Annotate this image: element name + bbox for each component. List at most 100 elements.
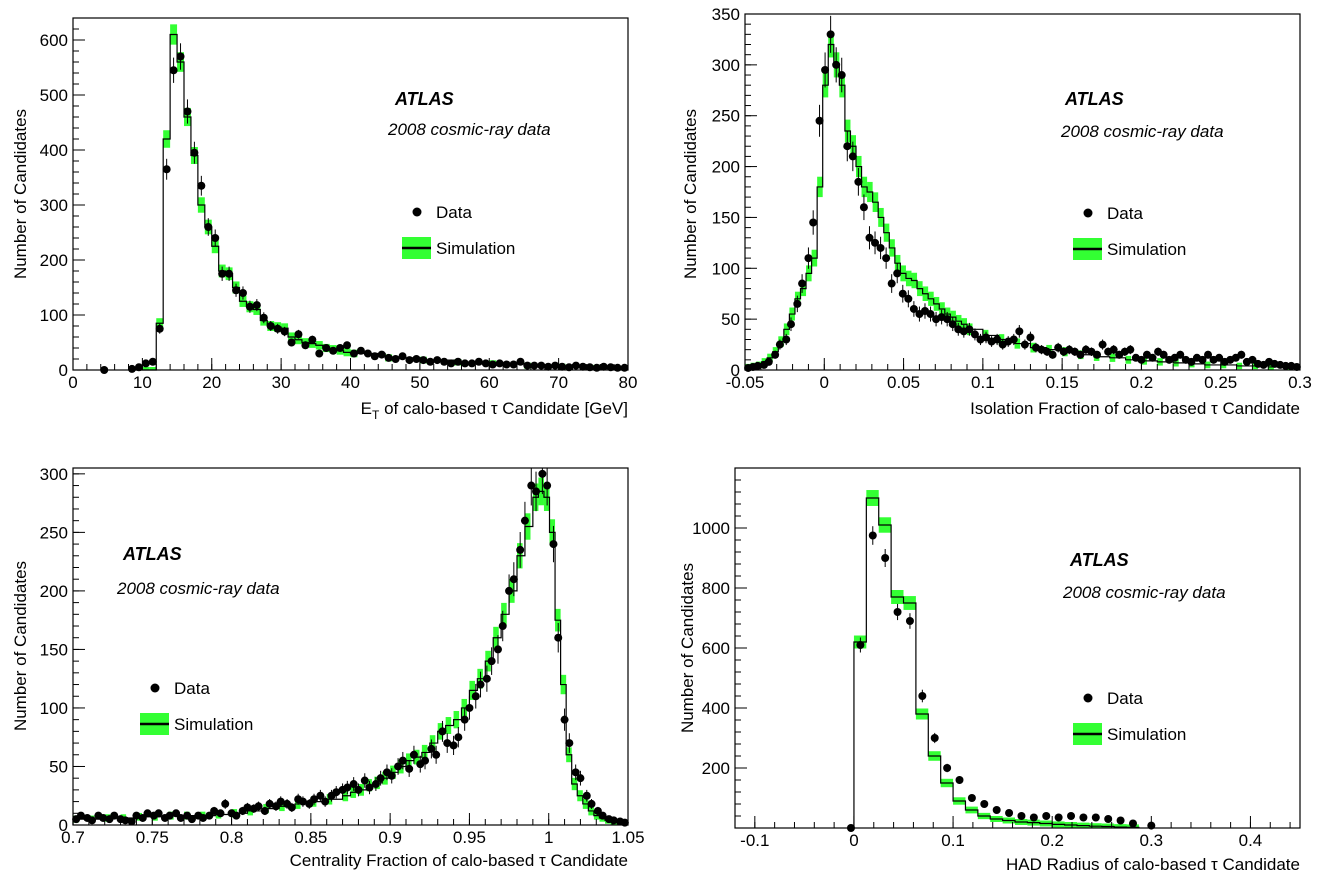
data-point — [502, 360, 511, 369]
legend: Data Simulation — [1073, 204, 1186, 260]
data-point — [554, 633, 563, 642]
y-tick-label: 200 — [40, 251, 68, 270]
x-tick-label: 0.9 — [378, 828, 402, 847]
data-point — [982, 333, 991, 342]
x-tick-label: 20 — [202, 373, 221, 392]
data-point — [287, 803, 296, 812]
data-point — [815, 116, 824, 125]
data-point — [587, 799, 596, 808]
data-point — [1017, 812, 1026, 820]
data-point — [454, 357, 463, 366]
data-point — [530, 361, 539, 370]
data-point — [474, 357, 483, 366]
data-point — [523, 361, 532, 370]
y-tick-label: 50 — [721, 310, 740, 329]
legend-data-label: Data — [1107, 204, 1143, 223]
data-point — [1128, 819, 1137, 828]
data-point — [488, 360, 497, 369]
data-point — [443, 739, 452, 748]
x-tick-label: 10 — [133, 373, 152, 392]
data-point — [1098, 340, 1107, 349]
data-point — [487, 657, 496, 666]
data-point — [1237, 350, 1246, 359]
data-point — [370, 352, 379, 361]
data-point — [560, 715, 569, 724]
data-point — [798, 279, 807, 288]
data-point — [467, 359, 476, 368]
y-tick-label: 300 — [40, 196, 68, 215]
y-tick-label: 400 — [702, 699, 730, 718]
plot-frame — [744, 13, 1301, 371]
data-point — [134, 363, 143, 372]
x-tick-label: 0.85 — [294, 828, 327, 847]
data-point — [465, 703, 474, 712]
data-point — [141, 359, 150, 368]
y-tick-label: 0 — [59, 361, 68, 380]
data-point — [154, 809, 163, 818]
data-point — [764, 357, 773, 366]
data-point — [176, 813, 185, 822]
data-point — [1042, 812, 1051, 820]
data-point — [398, 756, 407, 765]
data-point — [183, 107, 192, 116]
data-point — [948, 320, 957, 329]
data-point — [1079, 813, 1088, 822]
data-point — [775, 340, 784, 349]
y-tick-label: 150 — [712, 208, 740, 227]
data-point — [88, 816, 97, 825]
simulation-bin — [149, 367, 157, 370]
data-point — [1076, 350, 1085, 359]
x-tick-label: 0.4 — [1239, 831, 1263, 850]
data-point — [1159, 350, 1168, 359]
data-point — [460, 359, 469, 368]
data-point — [578, 362, 587, 371]
data-point — [1009, 335, 1018, 344]
data-point — [832, 60, 841, 69]
x-tick-label: 0.15 — [1046, 373, 1079, 392]
data-point — [859, 203, 868, 212]
data-point — [837, 71, 846, 80]
data-point — [405, 356, 414, 365]
x-tick-label: 0.25 — [1204, 373, 1237, 392]
data-point — [363, 349, 372, 358]
atlas-label: ATLAS — [394, 89, 454, 109]
simulation-line — [853, 497, 1140, 828]
data-point — [893, 608, 902, 616]
data-point — [132, 811, 141, 820]
y-tick-label: 50 — [49, 757, 68, 776]
x-tick-label: 80 — [619, 373, 638, 392]
data-point — [419, 356, 428, 365]
data-point — [565, 739, 574, 748]
x-tick-label: -0.05 — [726, 373, 765, 392]
data-point — [127, 817, 136, 826]
data-point — [433, 356, 442, 365]
data-point — [169, 66, 178, 75]
data-point — [259, 313, 268, 322]
y-tick-label: 200 — [40, 582, 68, 601]
x-tick-label: 0.2 — [1130, 373, 1154, 392]
data-point — [391, 355, 400, 363]
data-point — [238, 289, 247, 297]
plot-frame — [734, 467, 1301, 829]
data-point — [1148, 353, 1157, 362]
data-point — [1187, 357, 1196, 366]
data-point — [1067, 812, 1076, 820]
data-point — [571, 768, 580, 777]
y-tick-label: 350 — [712, 5, 740, 24]
y-tick-label: 150 — [40, 640, 68, 659]
data-point — [432, 750, 441, 759]
data-point — [356, 346, 365, 355]
data-point — [943, 315, 952, 324]
data-point — [308, 335, 317, 344]
data-point — [398, 352, 407, 361]
data-point — [315, 349, 324, 358]
y-tick-label: 600 — [40, 31, 68, 50]
data-point — [865, 233, 874, 242]
x-tick-label: 40 — [341, 373, 360, 392]
data-point — [509, 575, 518, 584]
data-point — [1054, 343, 1063, 352]
x-tick-label: 70 — [549, 373, 568, 392]
y-tick-label: 0 — [731, 361, 740, 380]
data-point — [243, 803, 252, 812]
